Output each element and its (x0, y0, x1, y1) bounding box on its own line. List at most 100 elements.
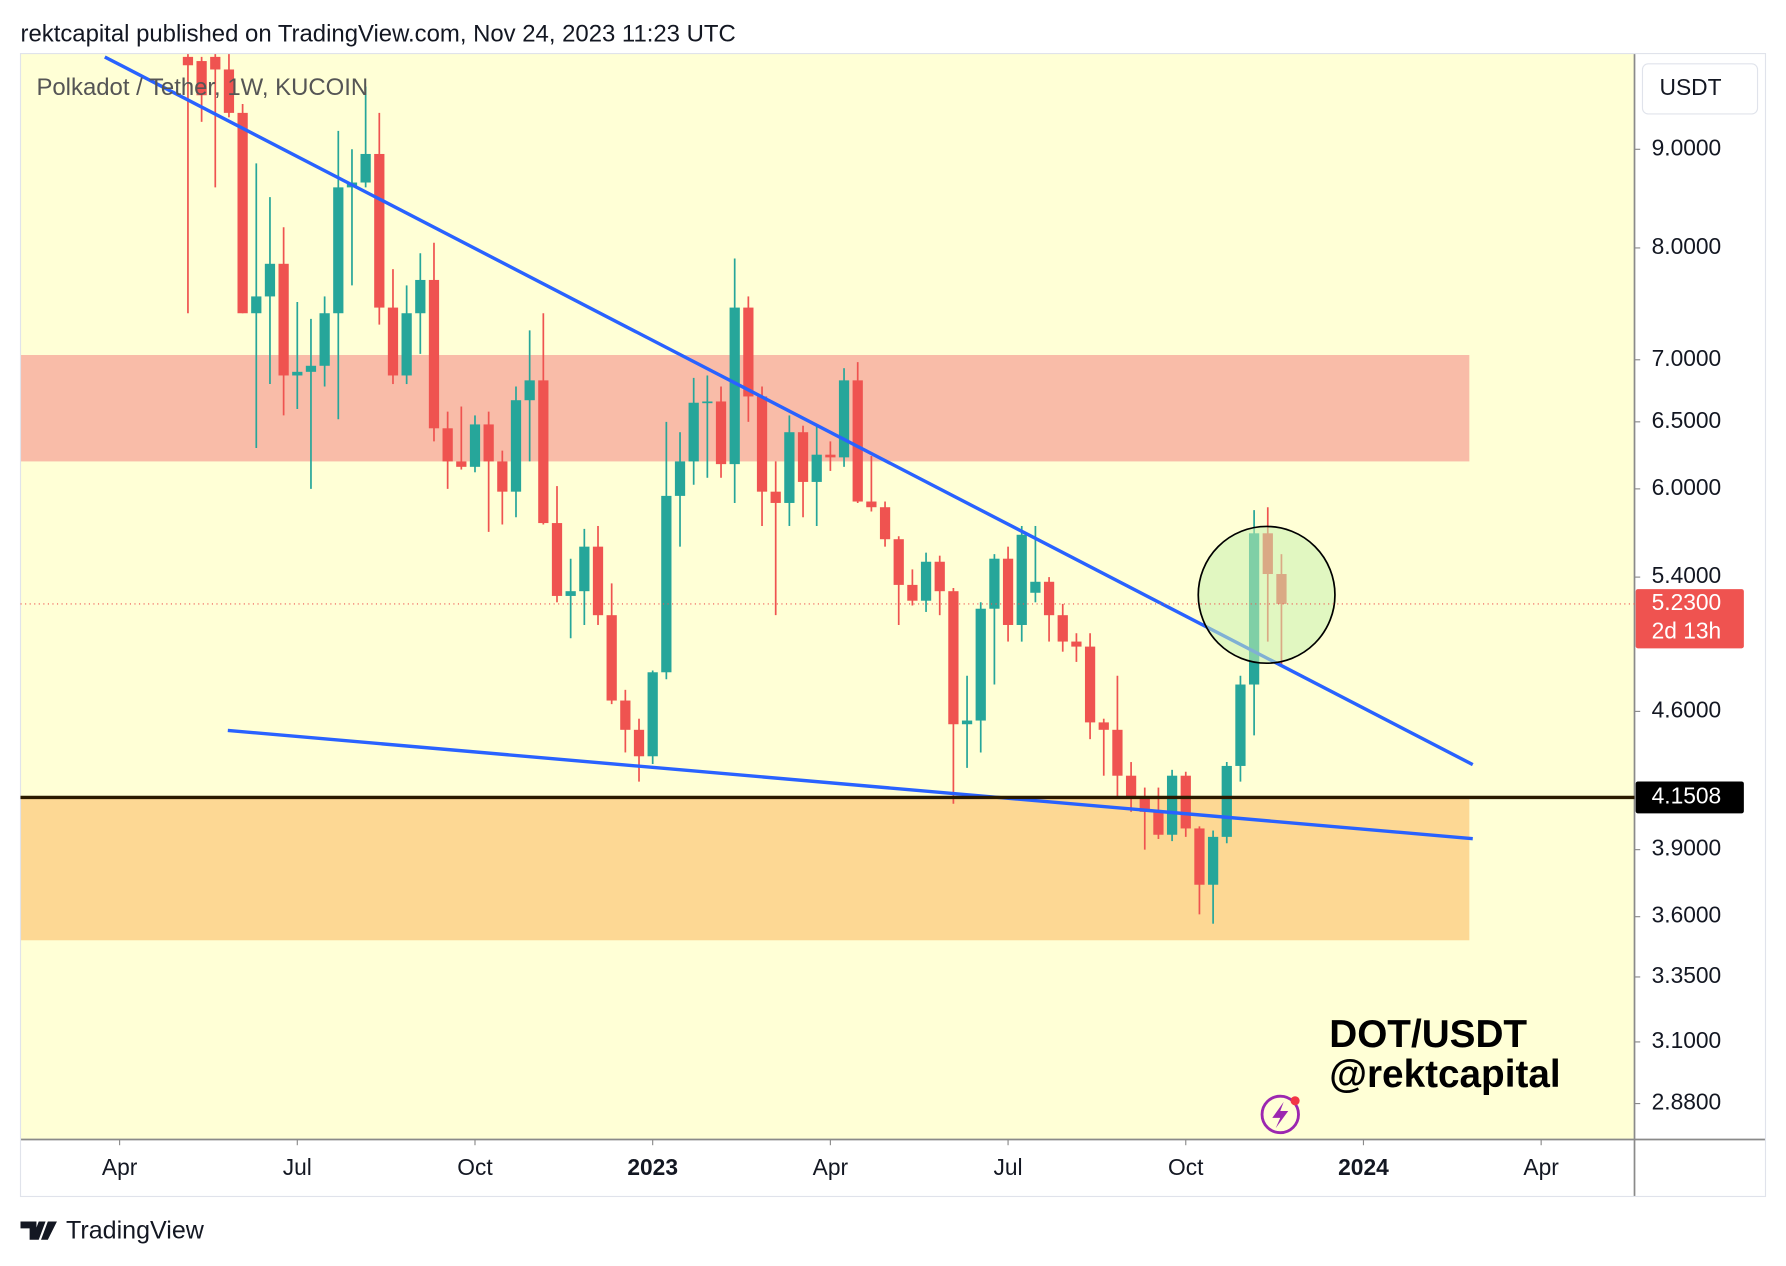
candle-body (620, 700, 631, 730)
chart-title: Polkadot / Tether, 1W, KUCOIN (36, 74, 368, 101)
candle-body (1071, 641, 1082, 647)
x-tick-label: 2023 (627, 1154, 678, 1180)
x-tick-label: 2024 (1338, 1154, 1389, 1180)
x-tick-label: Oct (1168, 1154, 1204, 1180)
last-price-box (1635, 589, 1744, 649)
candle-body (756, 396, 768, 492)
candle-body (565, 591, 576, 596)
candle-body (920, 561, 932, 601)
currency-box[interactable] (1641, 63, 1759, 115)
candle-body (1043, 581, 1055, 616)
candle-body (333, 187, 344, 314)
candle-body (524, 380, 535, 401)
candle-body (538, 380, 549, 524)
logo-icon (1260, 1094, 1300, 1135)
candle-body (360, 153, 371, 183)
candle-body (510, 400, 522, 492)
candle-body (838, 380, 850, 458)
candle-body (1098, 722, 1109, 730)
candle-body (223, 69, 235, 113)
candle-body (264, 263, 276, 297)
candle-body (210, 56, 221, 70)
candle-body (784, 432, 795, 503)
candle-body (961, 720, 973, 725)
plot-background (20, 53, 1635, 1140)
y-tick-label: 4.6000 (1652, 696, 1722, 722)
candle-body (401, 313, 412, 376)
candle-body (797, 432, 809, 482)
candle-body (1112, 729, 1123, 776)
y-tick-label: 7.0000 (1652, 345, 1722, 371)
annotation: DOT/USDT (1329, 1013, 1527, 1056)
candle-body (469, 424, 481, 467)
candle-body (1180, 775, 1191, 829)
candle-body (688, 402, 699, 462)
candle-body (579, 546, 590, 592)
y-tick-label: 6.5000 (1652, 407, 1722, 433)
candle-body (879, 507, 891, 540)
candle-body (1153, 811, 1164, 835)
frame (19, 52, 1767, 1198)
candle-body (483, 424, 494, 462)
candle-body (182, 56, 194, 66)
y-tick-label: 9.0000 (1652, 134, 1722, 160)
candle-body (442, 428, 453, 462)
candle-body (948, 591, 959, 725)
x-tick-label: Jul (994, 1154, 1023, 1180)
candle-body (1084, 646, 1096, 723)
candle-body (715, 401, 727, 465)
candle-body (633, 729, 645, 757)
x-tick-label: Jul (283, 1154, 312, 1180)
footer: TradingView (66, 1216, 205, 1244)
candle-body (319, 313, 330, 366)
candle-body (428, 279, 440, 429)
candle-body (292, 371, 303, 376)
candle-body (551, 523, 563, 596)
countdown: 2d 13h (1652, 617, 1722, 643)
candle-body (278, 263, 289, 376)
y-tick-label: 3.1000 (1652, 1027, 1722, 1053)
candle-body (1057, 615, 1068, 642)
level-box (1635, 781, 1744, 814)
trendline (227, 728, 1473, 841)
candle-body (907, 584, 918, 601)
candle-body (1139, 797, 1150, 812)
y-tick-label: 3.9000 (1652, 835, 1722, 861)
candle-body (251, 296, 262, 314)
candle-body (934, 561, 945, 592)
last-price-label: 5.2300 (1652, 589, 1722, 615)
candle-body (770, 491, 781, 503)
candle-body (702, 401, 713, 404)
candle-body (592, 546, 604, 616)
x-tick-label: Apr (1523, 1154, 1559, 1180)
candle-body (497, 461, 508, 492)
candle-body (866, 501, 877, 508)
candle-body (674, 461, 686, 496)
candle-body (647, 672, 658, 757)
candle-body (743, 307, 754, 397)
y-tick-label: 2.8800 (1652, 1089, 1722, 1115)
candle-body (1235, 684, 1246, 766)
candle-body (237, 112, 248, 314)
candle-body (1221, 765, 1232, 837)
candle-body (415, 279, 426, 314)
candle-body (989, 558, 1000, 609)
candle-body (456, 461, 467, 467)
candle-body (852, 380, 863, 502)
y-tick-label: 3.3500 (1652, 962, 1722, 988)
x-tick-label: Apr (102, 1154, 138, 1180)
x-tick-label: Apr (813, 1154, 849, 1180)
candle-body (975, 608, 986, 721)
candle-body (1016, 534, 1027, 625)
y-tick-label: 6.0000 (1652, 474, 1722, 500)
candle-body (825, 454, 836, 458)
candle-body (374, 153, 385, 308)
candle-body (893, 539, 904, 585)
currency: USDT (1660, 74, 1722, 100)
candle-body (1194, 828, 1205, 885)
x-tick-label: Oct (457, 1154, 493, 1180)
y-tick-label: 3.6000 (1652, 902, 1722, 928)
candle-body (196, 61, 207, 96)
candle-body (1166, 775, 1178, 835)
